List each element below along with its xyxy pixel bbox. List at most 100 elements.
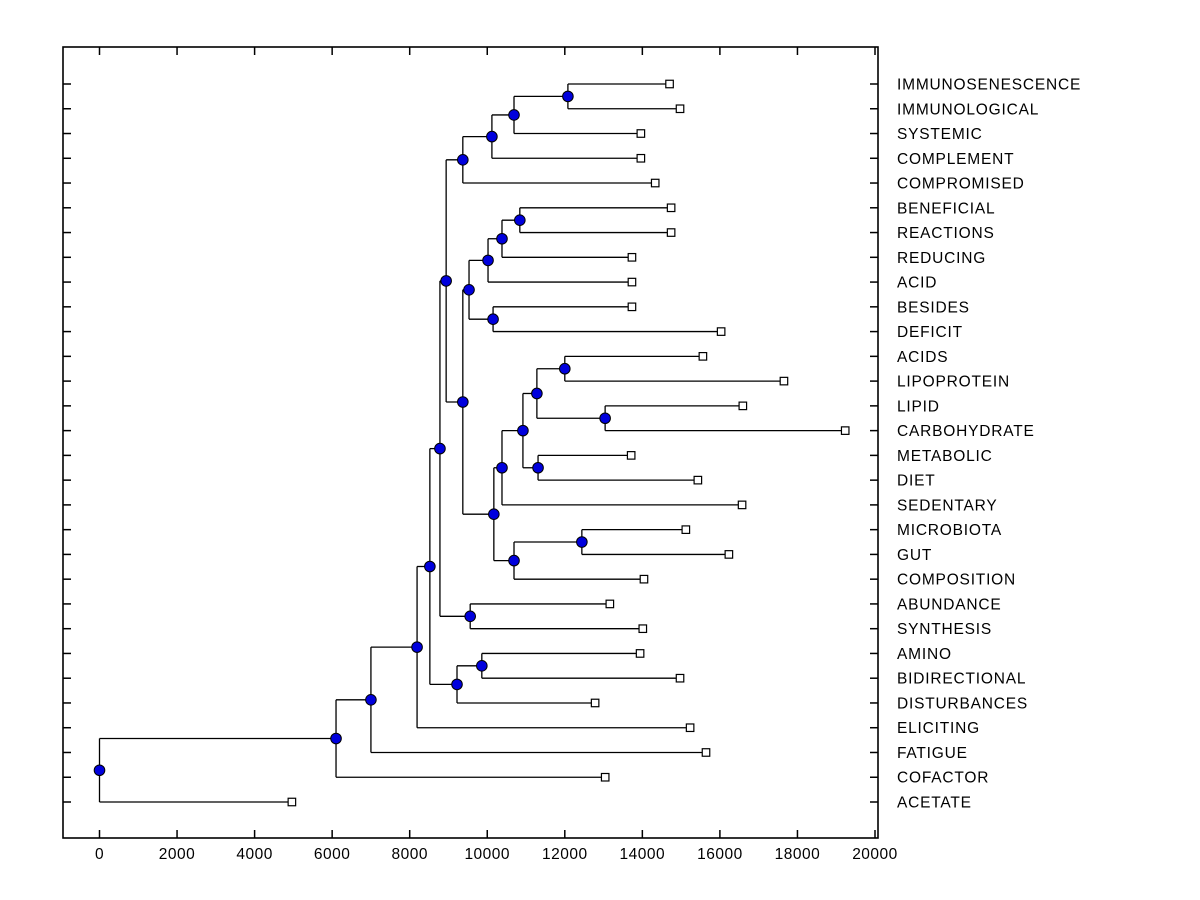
internal-node-marker xyxy=(562,90,574,103)
leaf-marker xyxy=(590,698,600,708)
leaf-label: COMPROMISED xyxy=(897,176,1025,193)
leaf-label: GUT xyxy=(897,547,932,564)
leaf-marker xyxy=(693,475,703,485)
leaf-marker xyxy=(701,748,711,757)
leaf-label: FATIGUE xyxy=(897,745,968,762)
internal-node-marker xyxy=(463,284,475,296)
internal-node-marker xyxy=(365,693,377,706)
leaf-marker xyxy=(738,401,748,411)
internal-node-marker xyxy=(488,508,500,520)
leaf-label: COFACTOR xyxy=(897,770,989,787)
leaf-marker xyxy=(666,203,676,213)
leaf-label: LIPID xyxy=(897,398,940,415)
x-axis-tick-label: 14000 xyxy=(620,846,666,863)
leaf-marker xyxy=(779,376,789,386)
x-axis-tick-label: 12000 xyxy=(542,846,588,863)
internal-node-marker xyxy=(508,109,520,121)
leaf-label: ACIDS xyxy=(897,349,948,366)
internal-node-marker xyxy=(517,424,529,437)
leaf-label: BESIDES xyxy=(897,299,970,316)
leaf-marker xyxy=(287,797,297,807)
internal-node-marker xyxy=(330,732,342,745)
leaf-marker xyxy=(639,574,649,584)
x-axis-tick-label: 8000 xyxy=(391,846,427,863)
leaf-marker xyxy=(650,178,660,188)
internal-node-marker xyxy=(440,275,452,287)
leaf-label: BIDIRECTIONAL xyxy=(897,671,1026,688)
internal-node-marker xyxy=(599,412,611,425)
internal-node-marker xyxy=(464,610,476,623)
internal-node-marker xyxy=(482,254,494,267)
x-axis-tick-label: 0 xyxy=(95,846,104,863)
leaf-label: AMINO xyxy=(897,646,952,663)
leaf-marker xyxy=(724,550,734,559)
leaf-label: DISTURBANCES xyxy=(897,695,1028,712)
leaf-marker xyxy=(681,525,691,535)
leaf-label: COMPLEMENT xyxy=(897,151,1014,168)
leaf-marker xyxy=(635,649,645,658)
leaf-marker xyxy=(666,228,676,237)
leaf-marker xyxy=(737,500,747,510)
internal-node-marker xyxy=(434,442,446,455)
leaf-label: CARBOHYDRATE xyxy=(897,423,1035,440)
leaf-label: DEFICIT xyxy=(897,324,963,341)
internal-node-marker xyxy=(559,362,571,375)
internal-node-marker xyxy=(457,154,469,166)
leaf-marker xyxy=(675,673,685,683)
x-axis-tick-label: 18000 xyxy=(775,846,821,863)
leaf-label: SYNTHESIS xyxy=(897,621,992,638)
leaf-label: METABOLIC xyxy=(897,448,993,465)
leaf-label: SEDENTARY xyxy=(897,497,998,514)
leaf-label: SYSTEMIC xyxy=(897,126,983,143)
leaf-marker xyxy=(627,302,637,312)
x-axis-tick-label: 20000 xyxy=(852,846,898,863)
x-axis-tick-label: 16000 xyxy=(697,846,743,863)
leaf-label: ACID xyxy=(897,275,937,292)
leaf-label: REACTIONS xyxy=(897,225,995,242)
internal-node-marker xyxy=(424,560,436,573)
leaf-marker xyxy=(605,599,615,609)
leaf-label: ACETATE xyxy=(897,794,972,811)
internal-node-marker xyxy=(93,764,106,777)
leaf-marker xyxy=(698,351,708,361)
internal-node-marker xyxy=(496,232,508,245)
leaf-label: MICROBIOTA xyxy=(897,522,1002,539)
leaf-marker xyxy=(638,624,648,634)
x-axis-tick-label: 4000 xyxy=(236,846,272,863)
leaf-label: REDUCING xyxy=(897,250,986,267)
internal-node-marker xyxy=(508,554,520,567)
x-axis-tick-label: 10000 xyxy=(464,846,510,863)
internal-node-marker xyxy=(457,396,469,408)
leaf-marker xyxy=(627,277,637,287)
internal-node-marker xyxy=(532,461,544,474)
leaf-label: BENEFICIAL xyxy=(897,200,995,217)
x-axis-tick-label: 2000 xyxy=(159,846,195,863)
leaf-label: IMMUNOSENESCENCE xyxy=(897,77,1081,94)
internal-node-marker xyxy=(486,130,498,143)
internal-node-marker xyxy=(531,387,543,400)
internal-node-marker xyxy=(411,641,423,653)
leaf-marker xyxy=(600,772,610,782)
leaf-label: COMPOSITION xyxy=(897,572,1016,589)
leaf-marker xyxy=(685,723,695,733)
internal-node-marker xyxy=(496,461,508,474)
leaf-label: IMMUNOLOGICAL xyxy=(897,101,1039,118)
leaf-marker xyxy=(636,129,646,138)
leaf-marker xyxy=(716,327,726,336)
leaf-marker xyxy=(665,79,674,89)
leaf-marker xyxy=(636,153,646,163)
plot-frame xyxy=(62,46,879,839)
leaf-marker xyxy=(626,451,636,460)
leaf-label: ELICITING xyxy=(897,720,980,737)
leaf-marker xyxy=(627,252,637,262)
internal-node-marker xyxy=(487,313,499,326)
leaf-marker xyxy=(675,104,685,114)
leaf-marker xyxy=(840,426,850,435)
leaf-label: ABUNDANCE xyxy=(897,596,1002,613)
internal-node-marker xyxy=(476,660,488,672)
leaf-label: LIPOPROTEIN xyxy=(897,374,1010,391)
x-axis-tick-label: 6000 xyxy=(314,846,350,863)
internal-node-marker xyxy=(576,536,588,548)
